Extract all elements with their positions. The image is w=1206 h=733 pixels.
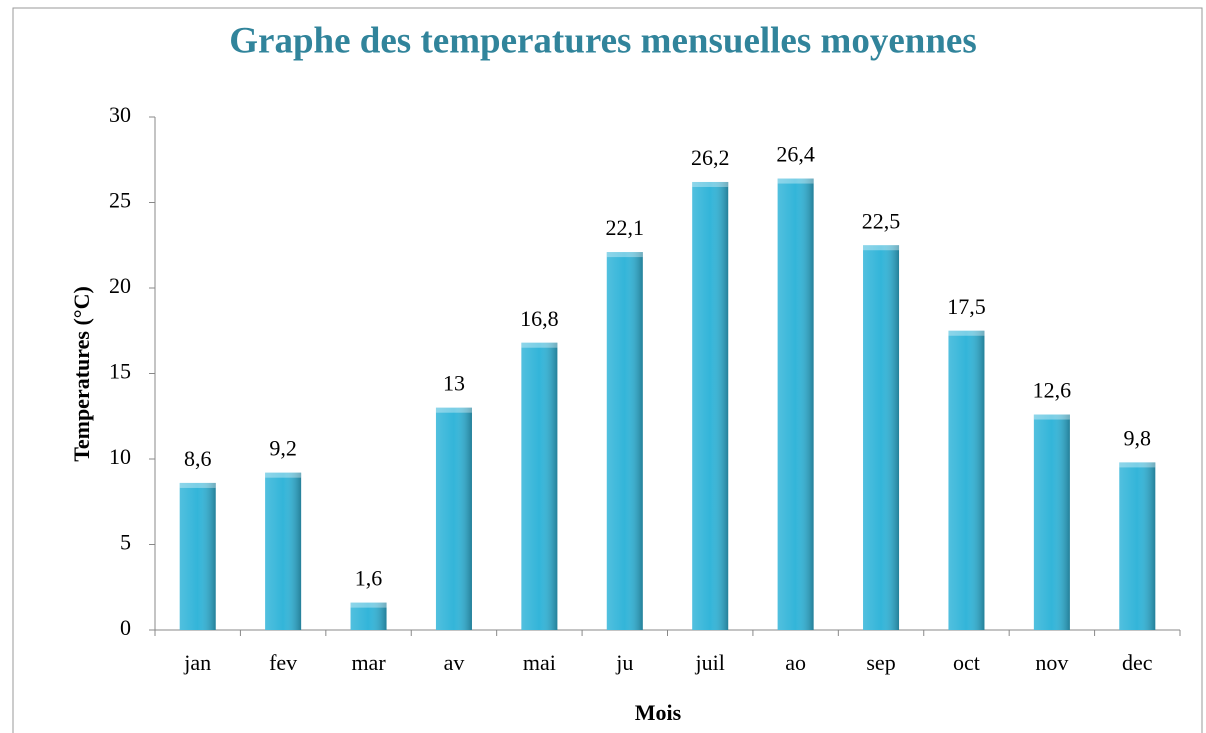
x-tick-label: nov (1035, 650, 1068, 675)
bar-cap (777, 178, 814, 184)
bar-shade (265, 472, 302, 630)
bar-cap (265, 472, 302, 478)
x-tick-label: mai (523, 650, 556, 675)
x-tick-label: jan (183, 650, 211, 675)
data-label: 26,2 (691, 145, 730, 170)
x-tick-label: ao (785, 650, 806, 675)
bar-cap (948, 330, 985, 336)
bar-cap (863, 245, 900, 251)
data-label: 9,2 (269, 436, 297, 461)
y-tick-label: 10 (109, 444, 131, 469)
y-tick-label: 20 (109, 273, 131, 298)
x-tick-label: oct (953, 650, 980, 675)
bar-shade (350, 602, 387, 630)
chart-title: Graphe des temperatures mensuelles moyen… (229, 20, 976, 61)
bar-cap (179, 482, 216, 488)
data-label: 1,6 (355, 566, 383, 591)
bar-shade (1033, 414, 1070, 630)
data-label: 22,5 (862, 208, 901, 233)
y-tick-label: 0 (120, 615, 131, 640)
bar-shade (777, 178, 814, 630)
bar-shade (521, 342, 558, 630)
bar-shade (948, 330, 985, 630)
bar-shade (606, 252, 643, 630)
bar-cap (521, 342, 558, 348)
x-tick-label: av (444, 650, 465, 675)
data-label: 16,8 (520, 306, 559, 331)
y-axis-title: Temperatures (°C) (69, 286, 94, 462)
y-tick-label: 15 (109, 359, 131, 384)
bar-shade (435, 407, 472, 630)
bar-shade (179, 482, 216, 630)
bar-cap (350, 602, 387, 608)
data-label: 8,6 (184, 446, 212, 471)
bar-cap (1119, 462, 1156, 468)
bar-shade (1119, 462, 1156, 630)
y-tick-label: 5 (120, 530, 131, 555)
data-label: 26,4 (776, 142, 815, 167)
data-label: 9,8 (1124, 425, 1152, 450)
bar-cap (435, 407, 472, 413)
x-tick-label: ju (615, 650, 633, 675)
x-tick-label: juil (695, 650, 725, 675)
x-axis-title: Mois (635, 700, 682, 725)
bar-shade (863, 245, 900, 630)
frame (12, 7, 1203, 733)
data-label: 17,5 (947, 294, 986, 319)
data-label: 13 (443, 371, 465, 396)
x-tick-label: mar (351, 650, 386, 675)
x-tick-label: fev (269, 650, 297, 675)
bar-shade (692, 181, 729, 631)
x-tick-label: dec (1122, 650, 1153, 675)
y-tick-label: 30 (109, 102, 131, 127)
bar-cap (606, 252, 643, 258)
x-tick-label: sep (866, 650, 895, 675)
data-label: 22,1 (606, 215, 645, 240)
y-tick-label: 25 (109, 188, 131, 213)
data-label: 12,6 (1033, 378, 1072, 403)
bar-cap (1033, 414, 1070, 420)
bar-cap (692, 181, 729, 187)
